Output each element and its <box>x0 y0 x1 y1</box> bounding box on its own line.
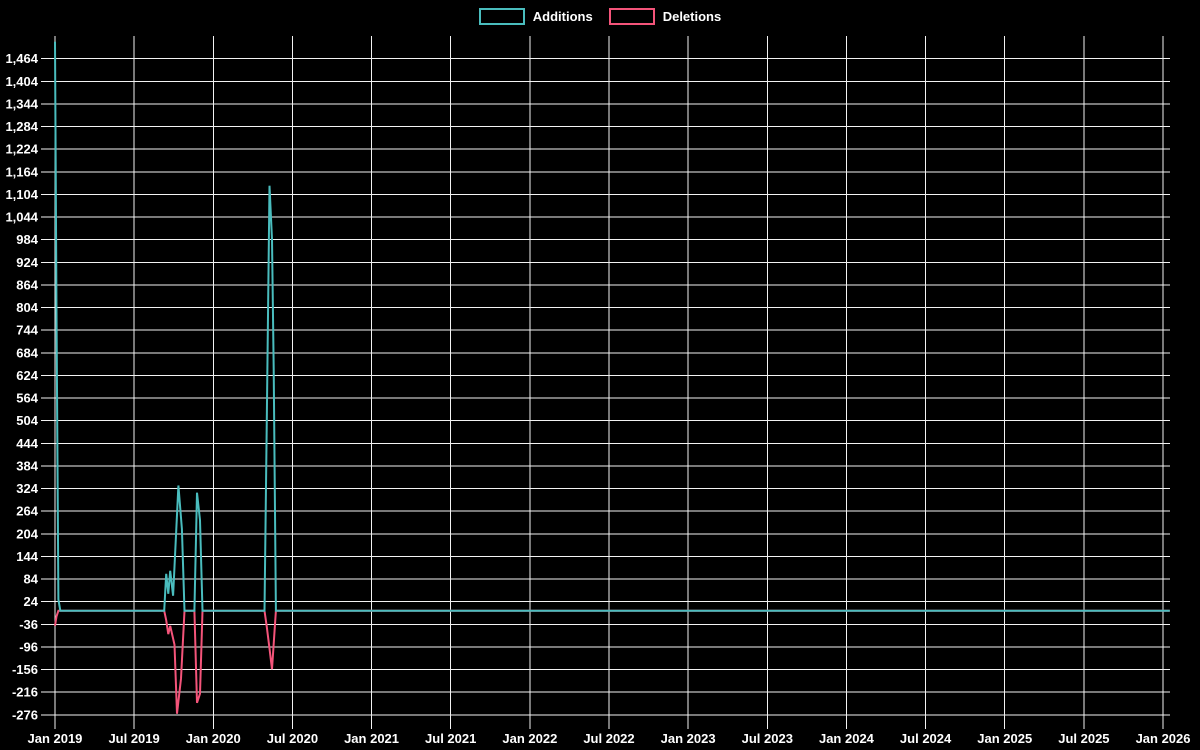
x-tick-label: Jan 2021 <box>344 731 399 746</box>
y-tick-label: 1,164 <box>5 164 38 179</box>
y-tick-label: 264 <box>16 504 38 519</box>
y-tick-labels: 1,464 1,404 1,344 1,284 1,224 1,164 1,104 1,044… <box>5 51 38 722</box>
legend-item-additions[interactable]: Additions <box>478 8 593 25</box>
y-tick-label: 144 <box>16 549 38 564</box>
series-line-deletions <box>54 609 1170 714</box>
y-tick-label: -276 <box>12 707 38 722</box>
y-tick-label: -96 <box>19 639 38 654</box>
y-tick-label: 924 <box>16 255 38 270</box>
x-tick-label: Jan 2024 <box>819 731 875 746</box>
legend-item-deletions[interactable]: Deletions <box>608 8 722 25</box>
x-tick-label: Jan 2023 <box>661 731 716 746</box>
y-tick-label: 1,104 <box>5 187 38 202</box>
y-tick-label: 204 <box>16 526 38 541</box>
y-tick-label: -156 <box>12 662 38 677</box>
y-tick-label: -36 <box>19 617 38 632</box>
axis-ticks <box>41 58 1164 729</box>
x-tick-label: Jul 2022 <box>583 731 634 746</box>
y-tick-label: 24 <box>24 594 39 609</box>
y-tick-label: 804 <box>16 300 38 315</box>
x-tick-label: Jul 2021 <box>425 731 476 746</box>
y-tick-label: -216 <box>12 685 38 700</box>
x-tick-label: Jan 2025 <box>977 731 1032 746</box>
y-tick-label: 1,404 <box>5 74 38 89</box>
x-tick-label: Jul 2019 <box>108 731 159 746</box>
x-tick-label: Jan 2019 <box>27 731 82 746</box>
y-tick-label: 1,044 <box>5 210 38 225</box>
y-tick-label: 1,344 <box>5 96 38 111</box>
y-tick-label: 324 <box>16 481 38 496</box>
legend-label-deletions: Deletions <box>662 9 722 24</box>
deletions-swatch <box>608 8 655 25</box>
y-tick-label: 984 <box>16 232 38 247</box>
legend-label-additions: Additions <box>532 9 593 24</box>
y-tick-label: 504 <box>16 413 38 428</box>
y-tick-label: 624 <box>16 368 38 383</box>
y-tick-label: 1,284 <box>5 119 38 134</box>
x-tick-label: Jul 2025 <box>1058 731 1109 746</box>
x-tick-label: Jul 2024 <box>900 731 952 746</box>
y-tick-label: 384 <box>16 458 38 473</box>
series-line-additions <box>54 41 1170 612</box>
x-tick-label: Jan 2022 <box>502 731 557 746</box>
x-tick-label: Jan 2020 <box>186 731 241 746</box>
chart-legend: Additions Deletions <box>0 8 1200 25</box>
y-tick-label: 1,224 <box>5 142 38 157</box>
gridlines <box>48 36 1170 722</box>
y-tick-label: 564 <box>16 391 38 406</box>
x-tick-labels: Jan 2019 Jul 2019 Jan 2020 Jul 2020 Jan 2021… <box>27 731 1190 746</box>
y-tick-label: 444 <box>16 436 38 451</box>
y-tick-label: 84 <box>24 572 39 587</box>
x-tick-label: Jul 2020 <box>267 731 318 746</box>
y-tick-label: 684 <box>16 345 38 360</box>
y-tick-label: 1,464 <box>5 51 38 66</box>
y-tick-label: 744 <box>16 323 38 338</box>
x-tick-label: Jul 2023 <box>742 731 793 746</box>
y-tick-label: 864 <box>16 277 38 292</box>
additions-swatch <box>478 8 525 25</box>
x-tick-label: Jan 2026 <box>1136 731 1191 746</box>
